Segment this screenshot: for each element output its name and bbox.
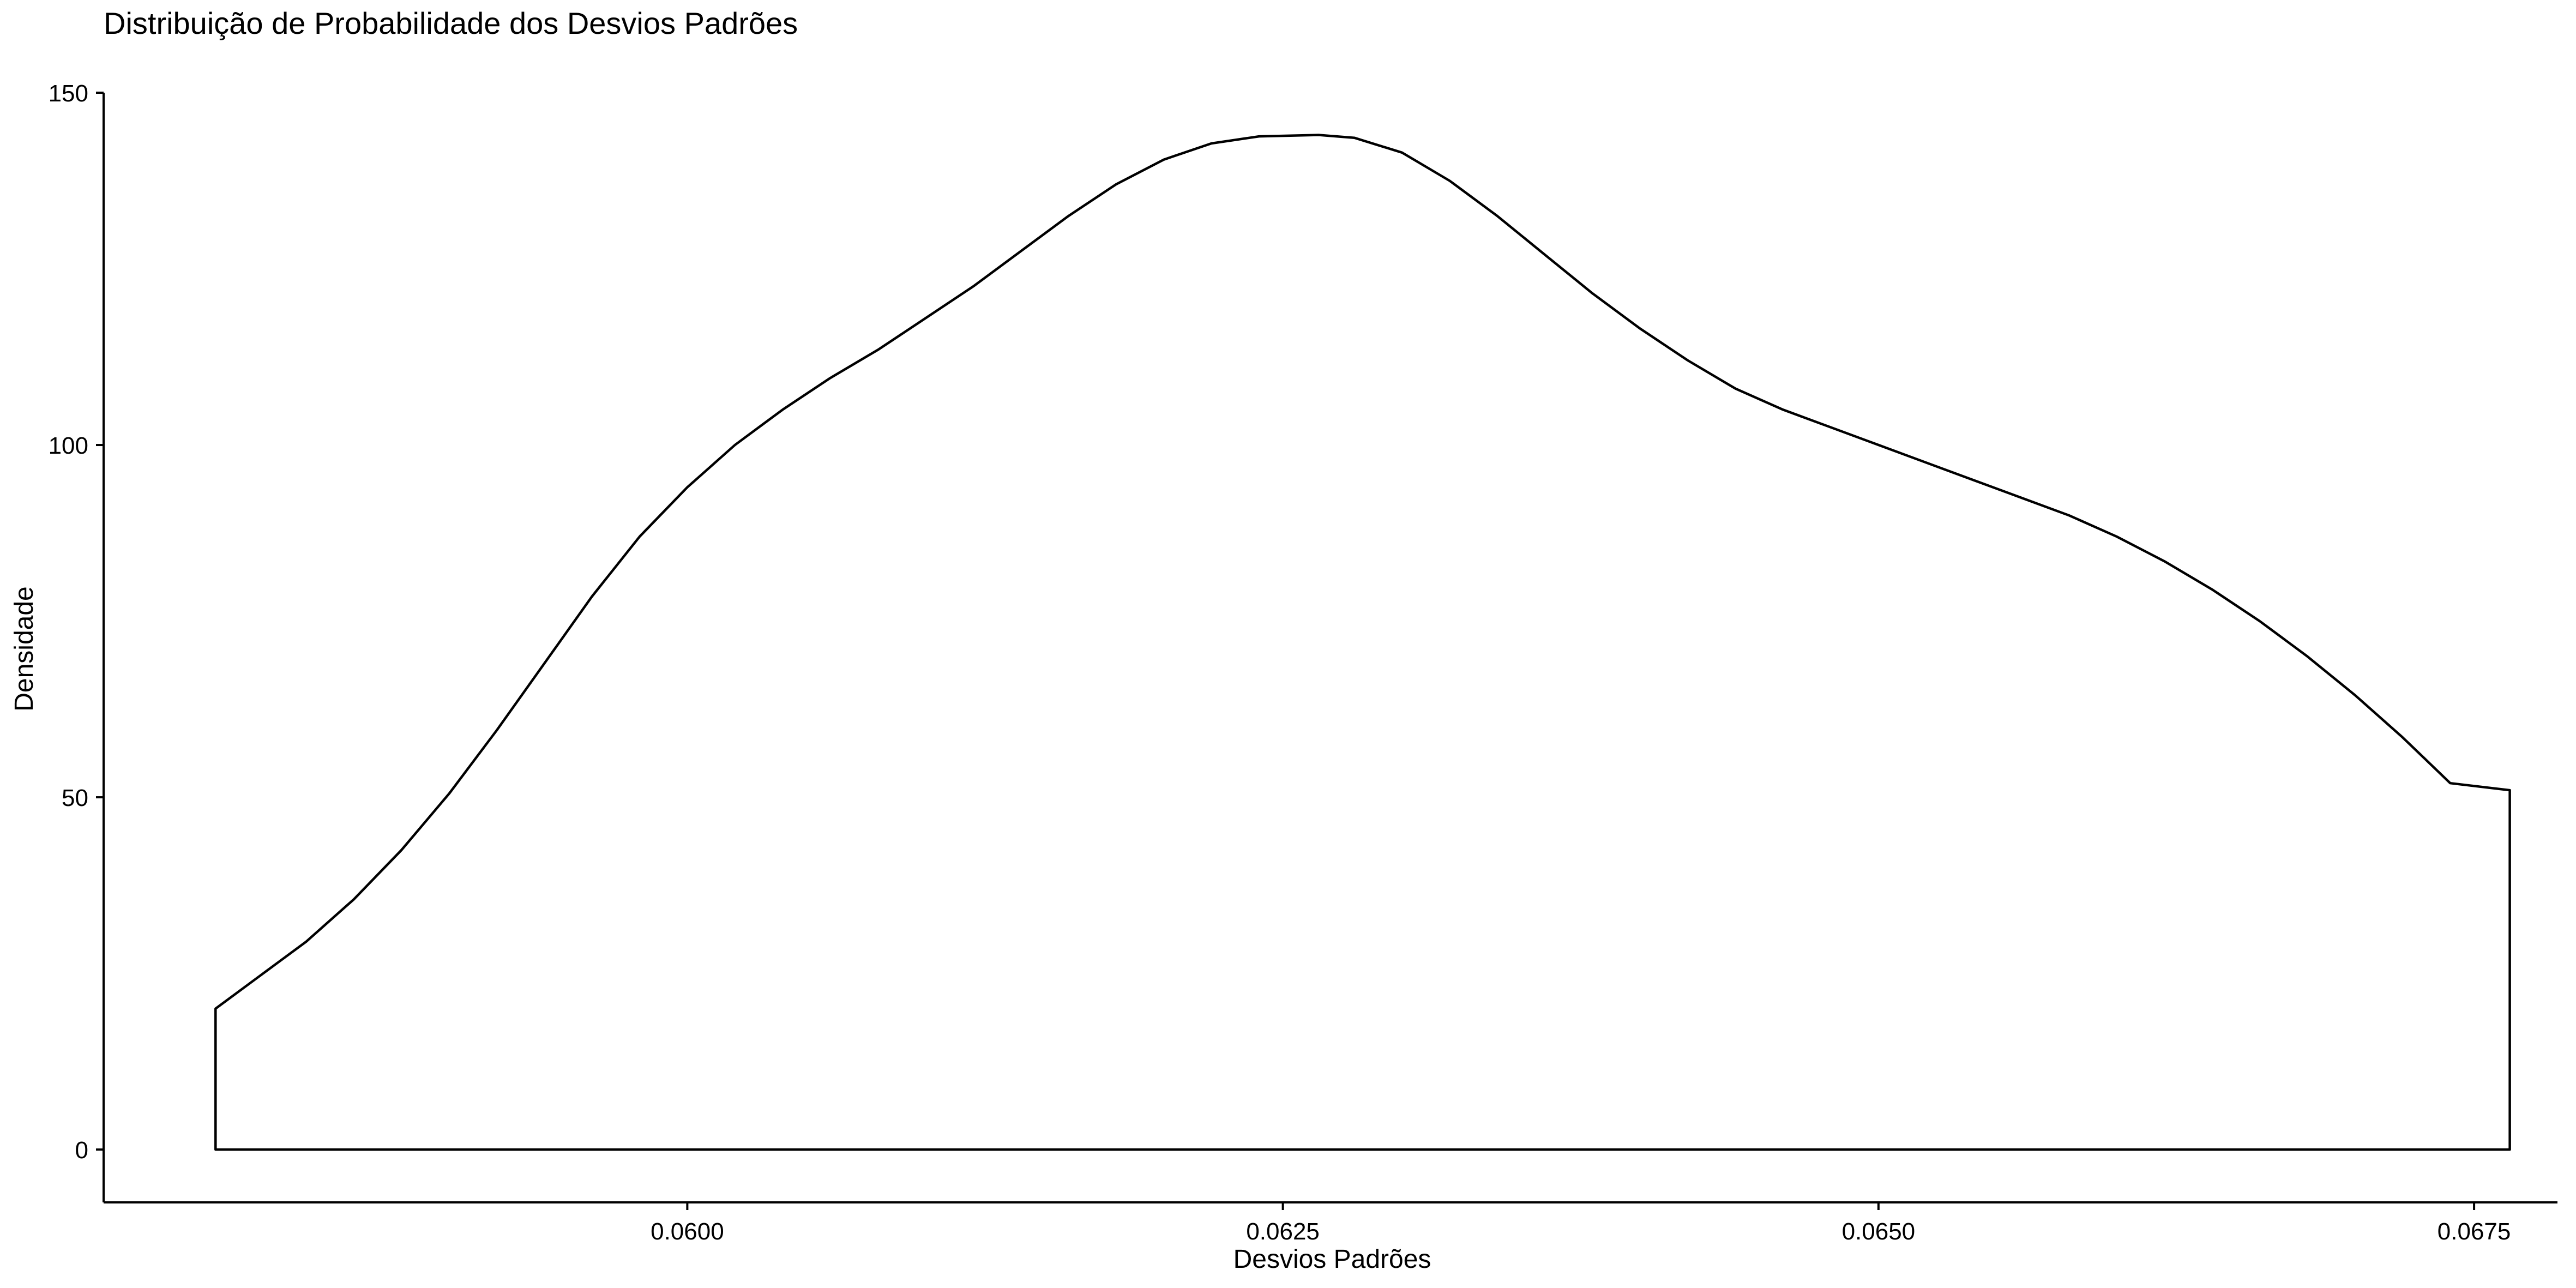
x-tick-label: 0.0625 xyxy=(1246,1218,1320,1245)
x-axis: 0.0600 0.0625 0.0650 0.0675 xyxy=(104,1201,2557,1245)
x-tick-label: 0.0650 xyxy=(1842,1218,1916,1245)
y-tick-label: 100 xyxy=(49,432,88,459)
y-tick-label: 150 xyxy=(49,80,88,107)
y-tick-label: 0 xyxy=(75,1137,88,1164)
density-curve-densidade xyxy=(214,134,2511,1151)
plot-area xyxy=(214,134,2511,1151)
x-tick-label: 0.0600 xyxy=(651,1218,724,1245)
x-axis-label: Desvios Padrões xyxy=(1233,1245,1431,1274)
y-axis-label: Densidade xyxy=(10,586,39,712)
x-tick-label: 0.0675 xyxy=(2437,1218,2511,1245)
chart-title: Distribuição de Probabilidade dos Desvio… xyxy=(104,6,798,40)
y-tick-label: 50 xyxy=(62,785,88,811)
y-axis: 0 50 100 150 xyxy=(49,80,105,1202)
